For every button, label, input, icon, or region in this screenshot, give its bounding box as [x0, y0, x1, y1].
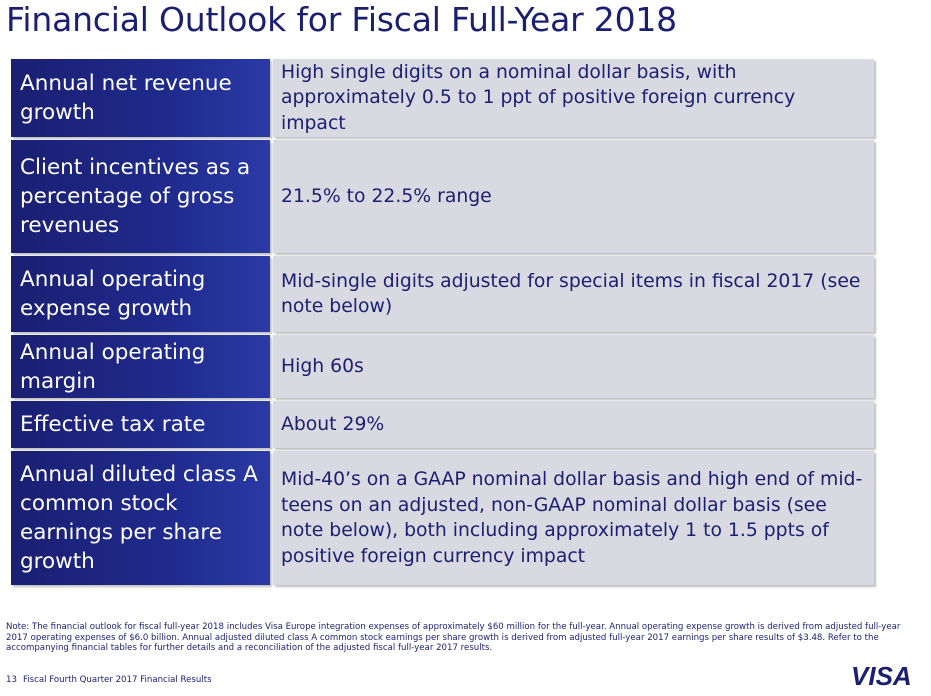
row-label: Client incentives as a percentage of gro… — [11, 140, 270, 253]
table-row: Annual diluted class A common stock earn… — [11, 451, 874, 585]
table-row: Annual operating margin High 60s — [11, 335, 874, 398]
page-number: 13 — [6, 675, 17, 685]
table-row: Client incentives as a percentage of gro… — [11, 140, 874, 253]
slide-footer: 13 Fiscal Fourth Quarter 2017 Financial R… — [6, 675, 212, 685]
table-row: Annual net revenue growth High single di… — [11, 59, 874, 137]
row-value: 21.5% to 22.5% range — [273, 140, 874, 253]
row-label: Annual diluted class A common stock earn… — [11, 451, 270, 585]
row-value: About 29% — [273, 401, 874, 448]
row-label: Annual net revenue growth — [11, 59, 270, 137]
page-title: Financial Outlook for Fiscal Full-Year 2… — [6, 0, 677, 39]
row-value: High 60s — [273, 335, 874, 398]
row-label: Effective tax rate — [11, 401, 270, 448]
outlook-table: Annual net revenue growth High single di… — [11, 59, 874, 585]
footer-text: Fiscal Fourth Quarter 2017 Financial Res… — [22, 675, 212, 685]
visa-logo: VISA — [851, 661, 912, 691]
table-row: Annual operating expense growth Mid-sing… — [11, 256, 874, 332]
row-value: Mid-single digits adjusted for special i… — [273, 256, 874, 332]
row-value: High single digits on a nominal dollar b… — [273, 59, 874, 137]
table-row: Effective tax rate About 29% — [11, 401, 874, 448]
row-label: Annual operating expense growth — [11, 256, 270, 332]
footnote: Note: The financial outlook for fiscal f… — [6, 622, 901, 653]
row-value: Mid-40’s on a GAAP nominal dollar basis … — [273, 451, 874, 585]
row-label: Annual operating margin — [11, 335, 270, 398]
